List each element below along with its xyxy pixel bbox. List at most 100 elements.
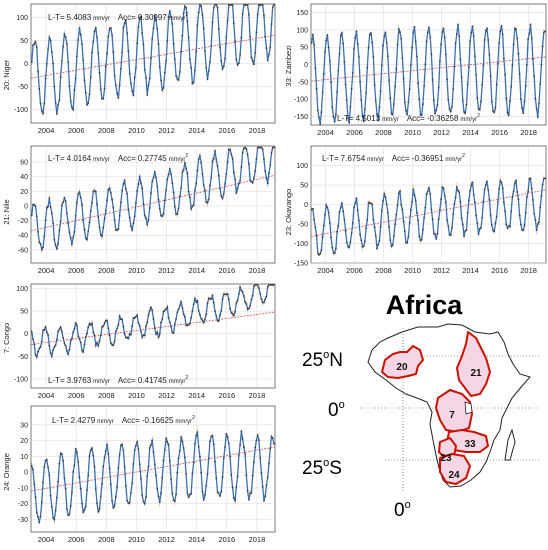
data-point	[209, 61, 211, 63]
data-point	[141, 32, 144, 34]
data-point	[460, 76, 463, 78]
data-point	[177, 457, 180, 460]
x-tick-label: 2016	[491, 266, 508, 275]
data-point	[438, 208, 441, 211]
data-point	[206, 201, 209, 204]
data-point	[170, 478, 172, 481]
data-point	[190, 66, 193, 69]
data-point	[43, 235, 46, 238]
data-point	[167, 443, 170, 446]
data-point	[235, 58, 238, 61]
data-point	[183, 456, 186, 459]
y-tick-label: 0	[24, 331, 28, 338]
data-point	[441, 31, 444, 33]
data-point	[73, 464, 76, 467]
data-point	[273, 284, 275, 286]
data-point	[411, 200, 413, 203]
data-point	[133, 449, 136, 452]
data-point	[62, 45, 65, 48]
data-point	[229, 148, 231, 151]
data-point	[59, 326, 62, 328]
data-point	[157, 336, 160, 339]
data-point	[314, 67, 317, 70]
data-point	[165, 188, 167, 191]
data-point	[319, 252, 322, 255]
data-point	[373, 84, 376, 86]
data-point	[253, 63, 255, 66]
data-point	[455, 186, 458, 188]
data-point	[94, 26, 97, 29]
y-tick-label: -60	[18, 247, 28, 254]
data-point	[69, 505, 72, 508]
data-point	[195, 182, 198, 185]
data-point	[47, 333, 49, 336]
y-tick-label: 50	[300, 45, 308, 52]
y-tick-label: -10	[18, 485, 28, 492]
data-point	[461, 223, 464, 226]
data-point	[348, 246, 351, 249]
data-point	[367, 46, 370, 49]
data-point	[244, 453, 247, 456]
data-point	[250, 492, 253, 494]
data-point	[145, 217, 147, 219]
data-point	[515, 179, 517, 182]
data-point	[63, 342, 66, 344]
data-point	[242, 295, 245, 297]
data-point	[76, 324, 78, 327]
data-point	[266, 476, 269, 479]
data-point	[452, 88, 455, 90]
data-point	[217, 492, 220, 494]
data-point	[388, 79, 390, 82]
data-point	[261, 148, 264, 151]
data-point	[380, 64, 383, 67]
data-point	[140, 330, 142, 333]
data-point	[236, 299, 239, 302]
data-point	[484, 29, 487, 32]
data-point	[112, 51, 115, 53]
data-point	[82, 59, 85, 62]
data-point	[438, 60, 441, 63]
data-point	[341, 31, 343, 34]
data-point	[254, 284, 257, 286]
data-point	[53, 85, 56, 88]
data-point	[54, 509, 57, 512]
data-point	[260, 298, 263, 301]
data-point	[436, 103, 439, 106]
data-point	[338, 52, 341, 55]
x-tick-label: 2016	[218, 391, 235, 400]
data-point	[446, 78, 449, 81]
data-point	[152, 451, 155, 454]
data-point	[119, 201, 122, 204]
data-point	[503, 57, 505, 60]
data-point	[93, 30, 96, 33]
data-point	[102, 226, 105, 229]
data-point	[133, 215, 136, 218]
data-point	[40, 110, 43, 112]
data-point	[374, 235, 377, 237]
data-point	[241, 290, 244, 293]
data-point	[258, 146, 260, 149]
data-point	[93, 465, 96, 468]
data-point	[424, 206, 427, 209]
x-tick-label: 2008	[375, 266, 392, 275]
x-tick-label: 2006	[346, 266, 363, 275]
data-point	[156, 27, 159, 30]
data-point	[437, 218, 440, 220]
data-point	[261, 4, 264, 6]
data-point	[86, 332, 88, 335]
data-point	[270, 23, 273, 26]
data-point	[114, 495, 117, 498]
data-point	[356, 209, 359, 212]
data-point	[399, 190, 401, 193]
data-point	[119, 444, 122, 447]
data-point	[163, 199, 166, 202]
data-point	[222, 457, 225, 459]
data-point	[68, 513, 71, 516]
data-point	[351, 72, 354, 74]
data-point	[212, 157, 215, 160]
data-point	[328, 222, 331, 224]
data-point	[266, 285, 269, 288]
data-point	[489, 213, 492, 216]
data-point	[383, 35, 386, 38]
data-point	[176, 213, 179, 215]
